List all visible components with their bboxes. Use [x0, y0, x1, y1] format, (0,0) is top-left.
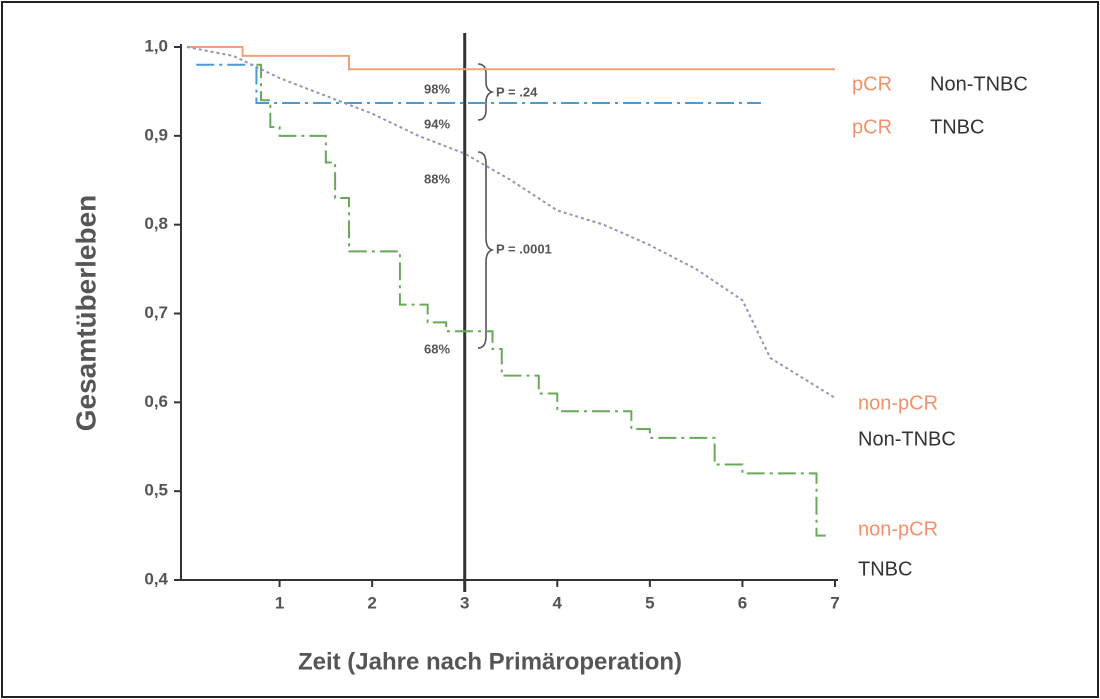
- survival-curve: [187, 46, 835, 71]
- annotation: 88%: [424, 171, 450, 186]
- y-tick-label: 0,6: [144, 392, 168, 411]
- y-tick-label: 0,5: [144, 481, 168, 500]
- x-axis-label: Zeit (Jahre nach Primäroperation): [298, 648, 682, 675]
- x-tick-label: 1: [275, 593, 284, 612]
- survival-curve: [196, 63, 761, 104]
- legend-group: non-pCR: [858, 518, 938, 540]
- survival-curve: [186, 46, 836, 399]
- survival-curve: [256, 63, 826, 537]
- x-tick-label: 5: [645, 593, 654, 612]
- legend-group: pCR: [852, 116, 892, 138]
- y-tick-label: 1,0: [144, 36, 168, 55]
- x-tick-label: 2: [367, 593, 376, 612]
- legend-group: non-pCR: [858, 392, 938, 414]
- legend-label: Non-TNBC: [930, 73, 1028, 95]
- legend-group: pCR: [852, 73, 892, 95]
- y-axis-label: Gesamtüberleben: [70, 195, 101, 432]
- x-tick-label: 6: [738, 593, 747, 612]
- y-tick-label: 0,7: [144, 303, 168, 322]
- annotation: 98%: [424, 81, 450, 96]
- y-tick-label: 0,4: [144, 569, 168, 588]
- x-tick-label: 4: [553, 593, 563, 612]
- x-tick-label: 3: [460, 593, 469, 612]
- x-tick-label: 7: [830, 593, 839, 612]
- annotation: P = .0001: [496, 241, 552, 256]
- bracket: [477, 151, 495, 349]
- legend-label: TNBC: [930, 116, 984, 138]
- legend-label: TNBC: [858, 558, 912, 580]
- annotation: P = .24: [496, 84, 538, 99]
- legend-label: Non-TNBC: [858, 428, 956, 450]
- annotation: 94%: [424, 116, 450, 131]
- y-tick-label: 0,9: [144, 125, 168, 144]
- annotation: 68%: [424, 341, 450, 356]
- bracket: [477, 63, 495, 121]
- y-tick-label: 0,8: [144, 214, 168, 233]
